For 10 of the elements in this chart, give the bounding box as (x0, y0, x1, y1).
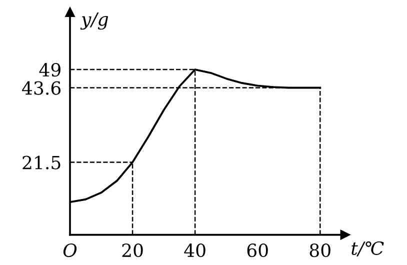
x-tick-label: O (63, 243, 77, 258)
y-tick-label: 43.6 (22, 81, 61, 95)
y-axis-title: y/g (80, 12, 108, 30)
x-axis-title: t/℃ (352, 241, 384, 256)
y-tick-label: 21.5 (22, 156, 60, 170)
x-tick-label: 40 (184, 243, 206, 258)
x-tick-label: 80 (310, 243, 330, 258)
x-tick-label: 60 (247, 243, 268, 258)
x-tick-label: 20 (122, 243, 143, 258)
y-tick-label: 49 (39, 62, 60, 77)
